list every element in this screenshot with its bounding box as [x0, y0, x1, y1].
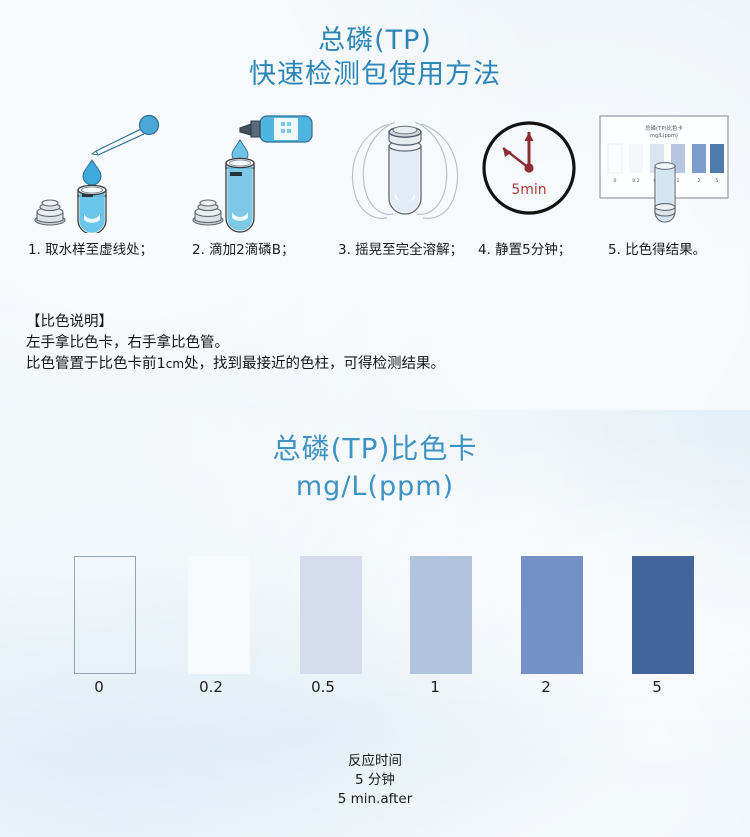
- clock-label: 5min: [511, 182, 546, 198]
- color-swatch-label-4: 2: [541, 678, 551, 696]
- step-4-caption: 4. 静置5分钟；: [478, 242, 572, 258]
- reaction-time-line3: 5 min.after: [337, 791, 413, 807]
- color-card-title: 总磷(TP)比色卡 mg/L(ppm): [0, 430, 750, 506]
- page-title-line1: 总磷(TP): [318, 25, 432, 56]
- color-swatch-3: [410, 556, 472, 674]
- page-title-line2: 快速检测包使用方法: [249, 59, 501, 90]
- color-swatch-1: [188, 556, 250, 674]
- color-swatch-5: [632, 556, 694, 674]
- pipette-icon: [90, 114, 160, 156]
- svg-text:0: 0: [614, 178, 617, 184]
- motion-arc-icon: [351, 121, 459, 219]
- step-3-illustration: [337, 108, 472, 233]
- note-line-2-unit: cm: [165, 357, 185, 371]
- cap-icon: [34, 199, 66, 226]
- clock-icon: 5min: [482, 121, 576, 215]
- svg-text:5: 5: [716, 178, 719, 184]
- test-tube-icon: [77, 184, 107, 233]
- note-line-1: 左手拿比色卡，右手拿比色管。: [26, 335, 229, 351]
- comparison-tube-icon: [654, 162, 676, 223]
- note-line-2-a: 比色管置于比色卡前1: [26, 356, 166, 372]
- reaction-time-footer: 反应时间 5 分钟 5 min.after: [0, 752, 750, 809]
- color-card-section: [0, 410, 750, 837]
- page-title: 总磷(TP) 快速检测包使用方法: [0, 24, 750, 92]
- steps-illustration-row: 5min 总磷(TP)比色卡 mg/L(ppm) 0 0.2: [0, 108, 750, 233]
- reaction-time-line1: 反应时间: [348, 753, 402, 769]
- step-2-caption: 2. 滴加2滴磷B；: [192, 242, 295, 258]
- note-heading: 【比色说明】: [26, 314, 113, 330]
- color-swatch-label-3: 1: [430, 678, 440, 696]
- svg-text:1: 1: [677, 178, 680, 184]
- color-swatch-label-1: 0.2: [199, 678, 223, 696]
- svg-text:总磷(TP)比色卡: 总磷(TP)比色卡: [645, 124, 683, 132]
- step-3-caption: 3. 摇晃至完全溶解；: [338, 242, 464, 258]
- step-captions-row: 1. 取水样至虚线处； 2. 滴加2滴磷B； 3. 摇晃至完全溶解； 4. 静置…: [0, 238, 750, 262]
- step-4-illustration: 5min: [472, 108, 592, 233]
- color-swatch-label-5: 5: [652, 678, 662, 696]
- color-swatch-2: [300, 556, 362, 674]
- comparison-note-block: 【比色说明】 左手拿比色卡，右手拿比色管。 比色管置于比色卡前1cm处，找到最接…: [26, 312, 586, 375]
- step-5-caption: 5. 比色得结果。: [608, 242, 707, 258]
- svg-text:mg/L(ppm): mg/L(ppm): [650, 133, 678, 139]
- dropper-bottle-icon: [239, 115, 313, 143]
- color-card-title-line1: 总磷(TP)比色卡: [272, 432, 478, 465]
- step-2-illustration: [182, 108, 337, 233]
- color-swatch-label-2: 0.5: [311, 678, 335, 696]
- svg-text:0.2: 0.2: [632, 178, 639, 184]
- cap-icon: [192, 199, 224, 226]
- color-swatch-4: [521, 556, 583, 674]
- color-swatch-row: [0, 556, 750, 676]
- capped-test-tube-icon: [388, 125, 422, 215]
- step-1-illustration: [18, 108, 178, 233]
- instructions-section: [0, 0, 750, 410]
- color-swatch-labels: 0 0.2 0.5 1 2 5: [0, 678, 750, 700]
- test-tube-icon: [225, 157, 255, 233]
- color-card-title-line2: mg/L(ppm): [295, 471, 455, 502]
- note-line-2: 比色管置于比色卡前1cm处，找到最接近的色柱，可得检测结果。: [26, 354, 586, 375]
- reaction-time-line2: 5 分钟: [355, 772, 395, 788]
- color-swatch-0: [74, 556, 136, 674]
- step-5-illustration: 总磷(TP)比色卡 mg/L(ppm) 0 0.2 0.5 1 2 5: [592, 108, 737, 233]
- water-drop-icon: [82, 159, 102, 186]
- color-swatch-label-0: 0: [94, 678, 104, 696]
- note-line-2-b: 处，找到最接近的色柱，可得检测结果。: [184, 356, 446, 372]
- svg-text:2: 2: [698, 178, 701, 184]
- step-1-caption: 1. 取水样至虚线处；: [28, 242, 154, 258]
